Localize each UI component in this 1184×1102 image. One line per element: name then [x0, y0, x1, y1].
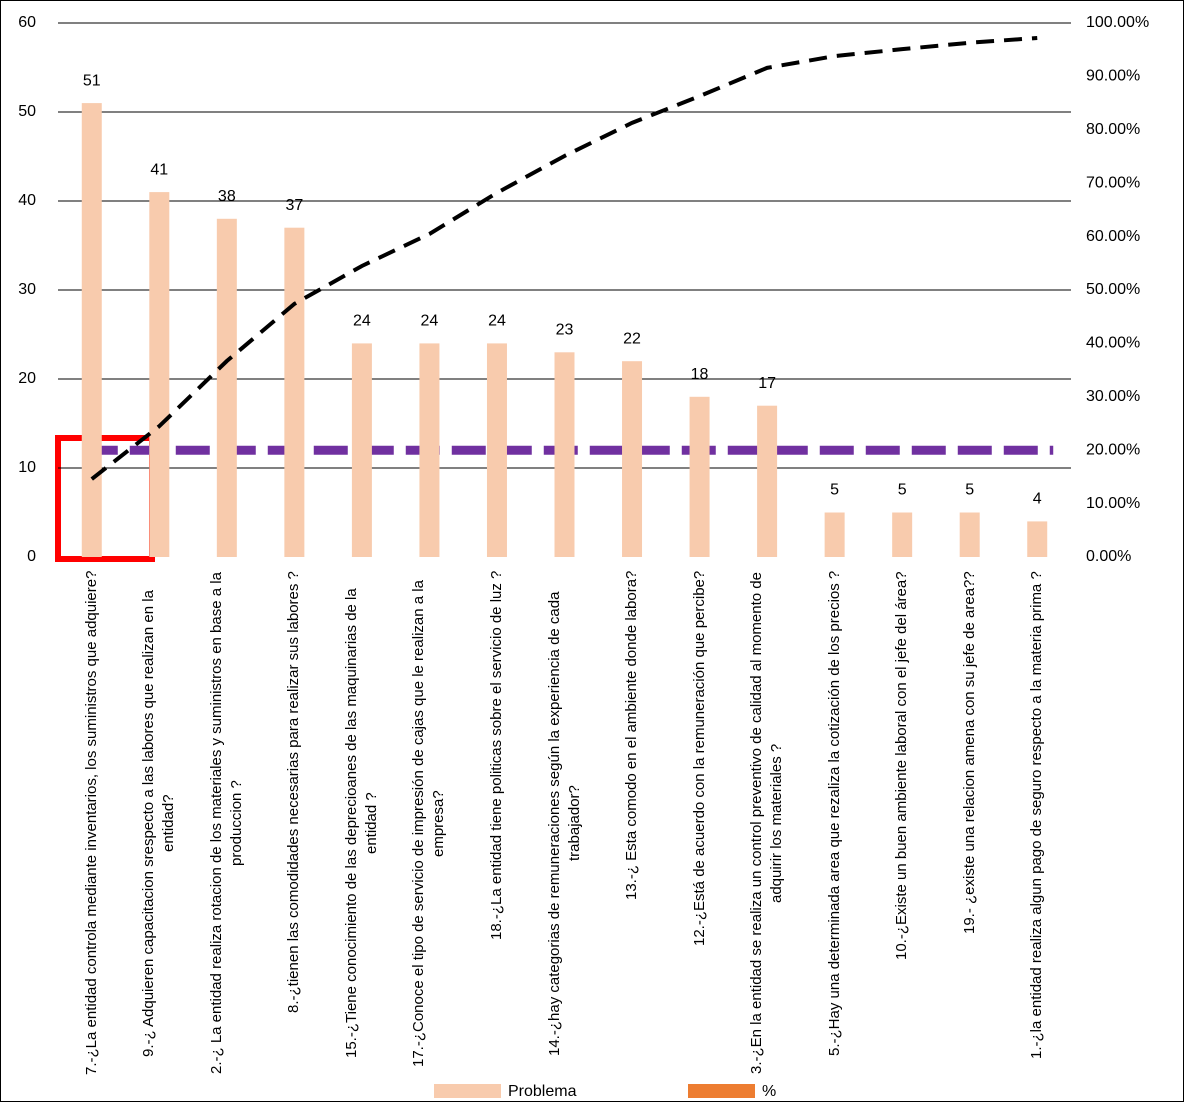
x-tick-label: 17.-¿Conoce el tipo de servicio de impre…: [410, 580, 448, 1067]
value-label: 5: [830, 482, 839, 499]
x-tick-label: 15.-¿Tiene conocimiento de las deprecioa…: [342, 588, 380, 1059]
y-tick-label: 40: [18, 192, 36, 209]
x-tick-label: 10.-¿Existe un buen ambiente laboral con…: [893, 571, 911, 960]
value-label: 4: [1033, 491, 1042, 508]
bar: [149, 192, 170, 557]
value-label: 18: [691, 366, 709, 383]
x-tick-label: 7.-¿La entidad controla mediante inventa…: [82, 571, 100, 1076]
x-tick-label: 18.-¿La entidad tiene politicas sobre el…: [487, 571, 505, 941]
y2-tick-label: 30.00%: [1086, 388, 1140, 405]
value-label: 23: [556, 322, 574, 339]
bar: [757, 405, 778, 557]
y-tick-label: 10: [18, 459, 36, 476]
bar: [689, 396, 710, 557]
bar: [216, 218, 237, 558]
y2-tick-label: 100.00%: [1086, 14, 1149, 31]
bar: [622, 361, 643, 557]
legend-label: %: [762, 1083, 776, 1100]
y-tick-label: 20: [18, 370, 36, 387]
value-label: 24: [488, 313, 506, 330]
y2-tick-label: 70.00%: [1086, 174, 1140, 191]
x-tick-label-box: 17.-¿Conoce el tipo de servicio de impre…: [397, 571, 461, 1076]
x-tick-label: 8.-¿tienen las comodidades necesarias pa…: [285, 571, 303, 1013]
x-tick-label-box: 1.-¿la entidad realiza algun pago de seg…: [1005, 571, 1069, 1076]
x-tick-label: 3.-¿En la entidad se realiza un control …: [748, 572, 786, 1075]
x-tick-label-box: 15.-¿Tiene conocimiento de las deprecioa…: [330, 571, 394, 1076]
y2-tick-label: 20.00%: [1086, 441, 1140, 458]
y-tick-label: 0: [27, 548, 36, 565]
value-label: 37: [285, 197, 303, 214]
bar: [351, 343, 372, 557]
y-tick-label: 50: [18, 103, 36, 120]
bar: [959, 512, 980, 557]
bar: [81, 103, 102, 557]
legend: Problema%: [434, 1083, 776, 1100]
y2-tick-label: 50.00%: [1086, 281, 1140, 298]
x-tick-label-box: 12.-¿Está de acuerdo con la remuneración…: [668, 571, 732, 1076]
value-label: 5: [898, 482, 907, 499]
cumulative-line: [90, 35, 1038, 481]
x-tick-label: 19.- ¿existe una relacion amena con su j…: [960, 571, 978, 934]
y-tick-label: 60: [18, 14, 36, 31]
y2-tick-label: 60.00%: [1086, 228, 1140, 245]
y-tick-label: 30: [18, 281, 36, 298]
bar: [824, 512, 845, 557]
x-tick-label-box: 5.-¿Hay una determinada area que rezaliz…: [803, 571, 867, 1076]
value-label: 51: [83, 72, 101, 89]
legend-swatch: [434, 1084, 501, 1098]
x-tick-label-box: 14.-¿hay categorias de remuneraciones se…: [533, 571, 597, 1076]
legend-swatch: [688, 1084, 755, 1098]
x-tick-label-box: 13.-¿ Esta comodo en el ambiente donde l…: [600, 571, 664, 1076]
x-tick-label-box: 2.-¿ La entidad realiza rotacion de los …: [195, 571, 259, 1076]
x-tick-label-box: 7.-¿La entidad controla mediante inventa…: [60, 571, 124, 1076]
x-tick-label: 2.-¿ La entidad realiza rotacion de los …: [207, 572, 245, 1075]
value-label: 5: [965, 482, 974, 499]
bar: [419, 343, 440, 557]
x-tick-label-box: 9.-¿ Adquieren capacitacion srespecto a …: [127, 571, 191, 1076]
x-tick-label: 13.-¿ Esta comodo en el ambiente donde l…: [623, 571, 641, 901]
value-label: 22: [623, 330, 641, 347]
x-tick-label-box: 19.- ¿existe una relacion amena con su j…: [938, 571, 1002, 1076]
y2-tick-label: 10.00%: [1086, 495, 1140, 512]
legend-label: Problema: [508, 1083, 577, 1100]
y2-tick-label: 80.00%: [1086, 121, 1140, 138]
x-tick-label: 14.-¿hay categorias de remuneraciones se…: [545, 591, 583, 1056]
y2-tick-label: 0.00%: [1086, 548, 1131, 565]
value-label: 24: [421, 313, 439, 330]
value-label: 24: [353, 313, 371, 330]
x-tick-label-box: 10.-¿Existe un buen ambiente laboral con…: [870, 571, 934, 1076]
bar: [892, 512, 913, 557]
bar: [486, 343, 507, 557]
y2-tick-label: 40.00%: [1086, 335, 1140, 352]
bar: [1027, 521, 1048, 557]
x-tick-label: 12.-¿Está de acuerdo con la remuneración…: [690, 571, 708, 947]
x-tick-label: 1.-¿la entidad realiza algun pago de seg…: [1028, 571, 1046, 1059]
x-tick-label-box: 8.-¿tienen las comodidades necesarias pa…: [262, 571, 326, 1076]
value-label: 38: [218, 188, 236, 205]
value-label: 41: [150, 161, 168, 178]
x-tick-label: 9.-¿ Adquieren capacitacion srespecto a …: [140, 590, 178, 1057]
bar: [554, 352, 575, 557]
y2-tick-label: 90.00%: [1086, 68, 1140, 85]
x-tick-label-box: 18.-¿La entidad tiene politicas sobre el…: [465, 571, 529, 1076]
x-tick-label-box: 3.-¿En la entidad se realiza un control …: [735, 571, 799, 1076]
bar: [284, 227, 305, 557]
highlight-box: [55, 435, 155, 562]
value-label: 17: [758, 375, 776, 392]
x-tick-label: 5.-¿Hay una determinada area que rezaliz…: [825, 571, 843, 1057]
